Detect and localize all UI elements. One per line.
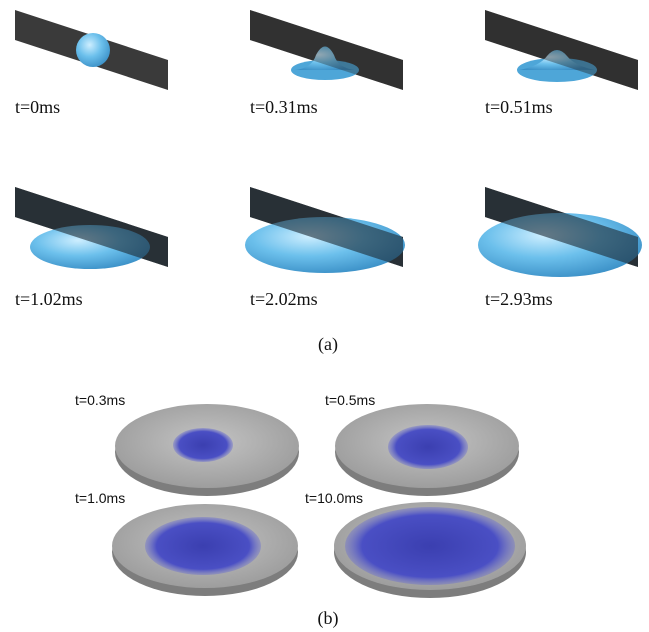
frame-label: t=2.93ms [485,289,553,309]
frame-label: t=0.31ms [250,97,318,117]
caption: (b) [318,608,339,629]
frame-a2 [250,10,403,90]
figure: t=0ms t=0.31ms t=0.51ms t=1.02ms t=2.02m… [0,0,649,632]
frame-label: t=0ms [15,97,60,117]
frame-b4 [334,502,526,598]
frame-a1 [15,10,168,90]
frame-label: t=0.5ms [325,392,375,408]
frame-a6 [478,187,642,277]
frame-b1 [115,404,299,496]
frame-label: t=1.0ms [75,490,125,506]
frame-label: t=1.02ms [15,289,83,309]
frame-a5 [245,187,405,273]
frame-a3 [485,10,638,90]
frame-b2 [335,404,519,496]
frame-label: t=2.02ms [250,289,318,309]
frame-label: t=0.51ms [485,97,553,117]
frame-a4 [15,187,168,269]
frame-label: t=0.3ms [75,392,125,408]
caption: (a) [318,334,338,355]
frame-b3 [112,504,298,596]
frame-label: t=10.0ms [305,490,363,506]
